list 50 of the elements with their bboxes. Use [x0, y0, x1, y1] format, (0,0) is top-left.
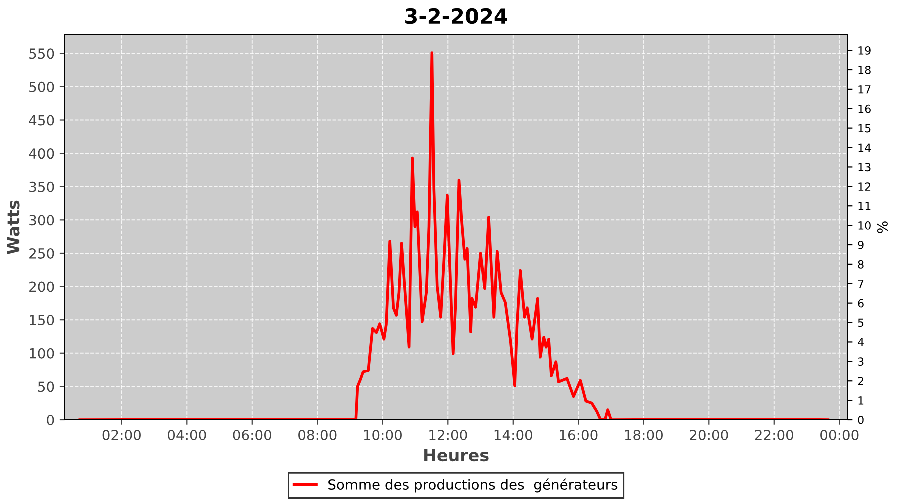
- y2-tick-label: 17: [858, 86, 871, 94]
- legend-label: Somme des productions des générateurs: [328, 478, 618, 493]
- y2-tick-label: 13: [858, 163, 871, 172]
- y2-tick-label: 9: [858, 240, 864, 250]
- y-tick-label: 150: [30, 315, 54, 326]
- line-series: [78, 52, 830, 420]
- y-tick-label: 350: [30, 182, 54, 192]
- y-tick-label: 500: [30, 82, 54, 92]
- y-axis-title: Watts: [7, 200, 20, 254]
- y-tick-label: 450: [29, 115, 54, 126]
- x-tick-label: 22:00: [755, 430, 794, 440]
- y-tick-label: 200: [30, 282, 54, 292]
- y2-tick-label: 15: [858, 124, 871, 133]
- x-tick-label: 10:00: [364, 430, 402, 440]
- y2-tick-label: 2: [858, 377, 864, 386]
- y2-tick-label: 4: [858, 338, 864, 346]
- y2-tick-label: 7: [858, 280, 864, 288]
- x-tick-label: 04:00: [168, 430, 206, 440]
- x-tick-label: 20:00: [690, 430, 728, 440]
- y2-tick-label: 8: [858, 260, 864, 269]
- y-tick-label: 250: [30, 248, 54, 259]
- y-tick-label: 300: [30, 215, 54, 226]
- x-tick-label: 18:00: [625, 430, 663, 440]
- y2-tick-label: 3: [858, 358, 864, 366]
- y2-tick-label: 14: [858, 144, 872, 152]
- y2-tick-label: 10: [858, 222, 871, 230]
- y-tick-label: 100: [30, 348, 54, 359]
- y2-axis-title: %: [877, 222, 888, 234]
- y-tick-label: 550: [30, 48, 54, 60]
- y2-tick-label: 19: [858, 46, 871, 55]
- y2-tick-label: 5: [858, 318, 864, 328]
- y2-tick-label: 12: [858, 182, 871, 191]
- y2-tick-label: 11: [858, 202, 871, 210]
- y-tick-label: 50: [38, 382, 54, 392]
- y2-tick-label: 16: [858, 104, 871, 114]
- y2-tick-label: 6: [858, 299, 864, 308]
- x-tick-label: 12:00: [430, 430, 468, 440]
- y2-tick-label: 18: [858, 66, 871, 74]
- chart-title: 3-2-2024: [406, 8, 508, 24]
- x-tick-label: 16:00: [560, 430, 598, 440]
- x-tick-label: 14:00: [494, 430, 532, 440]
- y-tick-label: 400: [29, 148, 54, 160]
- x-axis-title: Heures: [424, 449, 489, 462]
- y2-tick-label: 0: [858, 416, 864, 424]
- x-tick-label: 06:00: [233, 430, 272, 440]
- y-tick-label: 0: [47, 414, 54, 426]
- x-tick-label: 08:00: [298, 430, 337, 440]
- x-tick-label: 02:00: [102, 430, 141, 440]
- x-tick-label: 00:00: [820, 430, 859, 440]
- y2-tick-label: 1: [858, 396, 864, 405]
